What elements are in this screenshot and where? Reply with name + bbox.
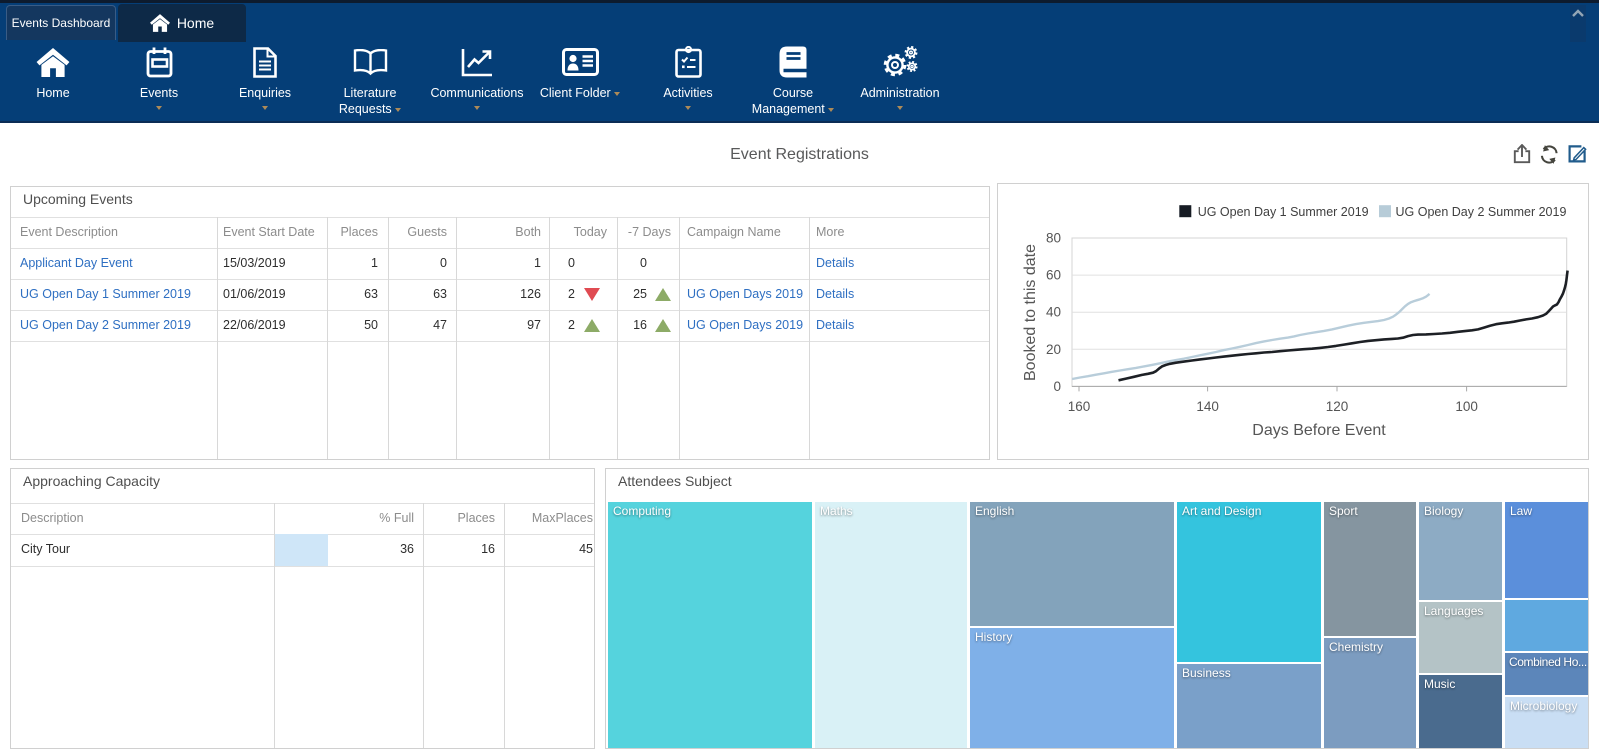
svg-text:20: 20 [1046,342,1061,357]
svg-text:140: 140 [1196,399,1219,414]
svg-text:120: 120 [1326,399,1349,414]
svg-text:0: 0 [1053,379,1061,394]
svg-text:Booked to this date: Booked to this date [1022,244,1039,381]
svg-text:UG Open Day 1 Summer 2019: UG Open Day 1 Summer 2019 [1198,205,1369,219]
svg-text:40: 40 [1046,305,1061,320]
svg-text:100: 100 [1455,399,1478,414]
svg-text:Days Before Event: Days Before Event [1252,422,1386,439]
svg-text:60: 60 [1046,268,1061,283]
svg-text:80: 80 [1046,231,1061,246]
svg-text:160: 160 [1068,399,1091,414]
svg-text:UG Open Day 2 Summer 2019: UG Open Day 2 Summer 2019 [1396,205,1567,219]
